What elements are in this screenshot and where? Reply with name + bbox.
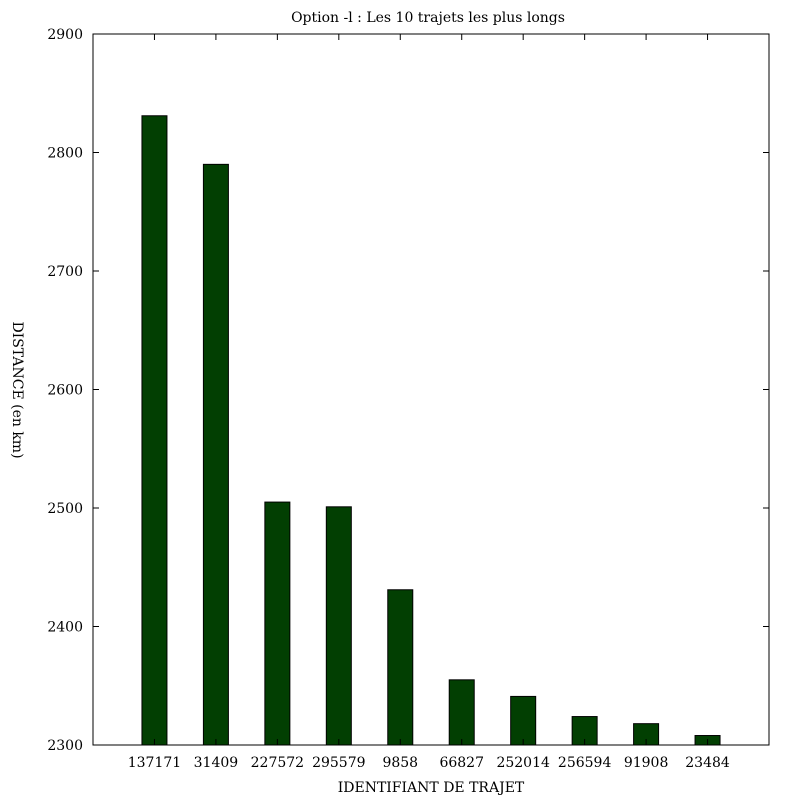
bar-227572	[264, 501, 291, 746]
y-tick-label: 2300	[47, 738, 83, 754]
x-tick-label: 295579	[312, 755, 365, 771]
y-tick-label: 2700	[47, 264, 83, 280]
y-tick-label: 2600	[47, 383, 83, 399]
bar-137171	[141, 115, 168, 746]
x-tick-label: 91908	[624, 755, 669, 771]
y-tick-label: 2900	[47, 27, 83, 43]
y-axis: 2300 2400 2500 2600 2700 2800 2900	[47, 27, 769, 754]
bar-252014	[510, 695, 537, 746]
y-tick-label: 2800	[47, 146, 83, 162]
plot-frame	[92, 33, 770, 746]
x-tick-label: 252014	[496, 755, 550, 771]
x-tick-label: 227572	[251, 755, 304, 771]
chart-title: Option -l : Les 10 trajets les plus long…	[291, 10, 565, 26]
x-tick-label: 66827	[439, 755, 484, 771]
bar-9858	[387, 589, 414, 746]
bars-layer	[141, 115, 721, 746]
y-tick-label: 2500	[47, 501, 83, 517]
x-tick-label: 23484	[685, 755, 730, 771]
bar-66827	[448, 679, 475, 746]
x-axis-label: IDENTIFIANT DE TRAJET	[338, 780, 525, 796]
bar-31409	[202, 163, 229, 746]
y-tick-label: 2400	[47, 620, 83, 636]
bar-295579	[325, 506, 352, 746]
y-axis-label: DISTANCE (en km)	[9, 321, 25, 458]
x-tick-label: 9858	[382, 755, 418, 771]
x-tick-label: 256594	[558, 755, 612, 771]
x-tick-label: 137171	[128, 755, 181, 771]
x-tick-label: 31409	[194, 755, 239, 771]
x-axis: 137171 31409 227572 295579 9858 66827 252014 25…	[128, 34, 730, 771]
